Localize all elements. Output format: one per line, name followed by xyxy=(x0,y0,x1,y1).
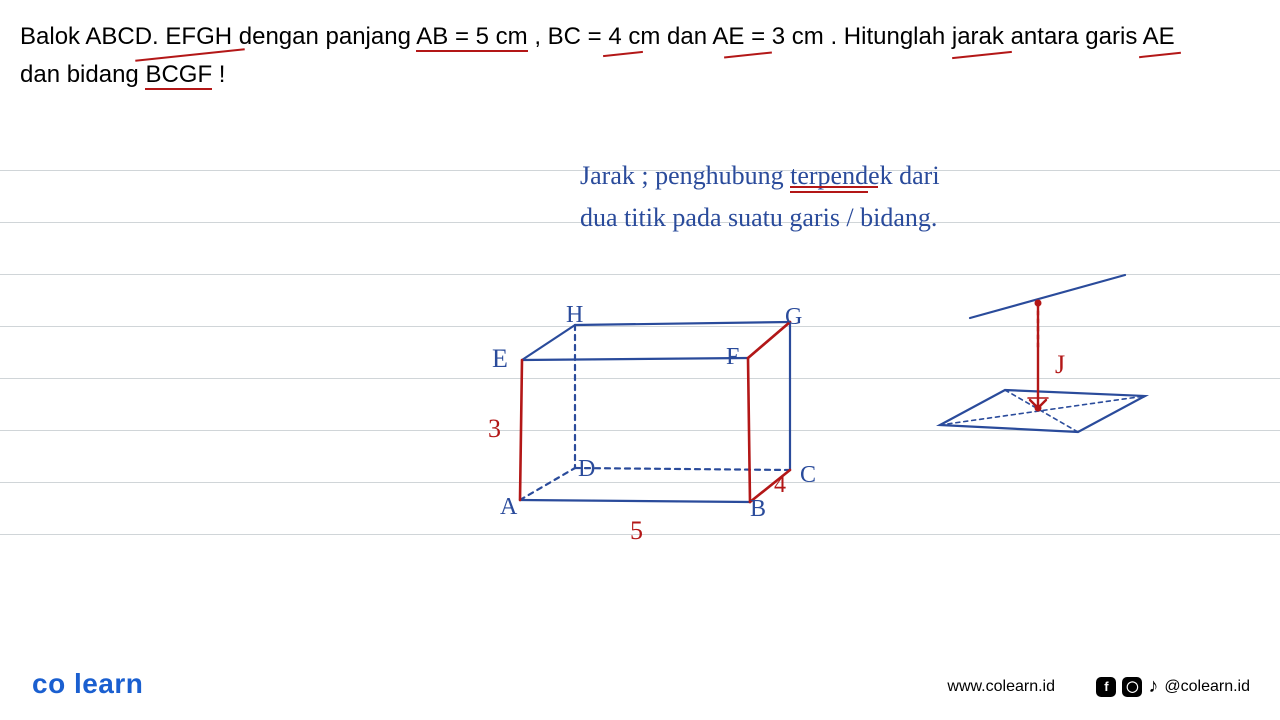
txt: , xyxy=(534,23,547,50)
txt-jarak-wrap: jarak xyxy=(952,23,1011,50)
txt-bc-wrap: BC = 4 cm xyxy=(548,23,667,50)
txt: dan xyxy=(667,23,712,50)
txt-ab: AB = 5 cm xyxy=(416,23,527,52)
hw-text: dari xyxy=(893,161,940,190)
label-a: A xyxy=(500,488,517,526)
txt: ! xyxy=(219,61,226,88)
txt: jarak xyxy=(952,23,1004,50)
txt: AE xyxy=(1143,23,1175,50)
problem-line2: dan bidang BCGF ! xyxy=(20,56,1260,94)
txt: Balok ABCD. xyxy=(20,23,165,50)
label-h: H xyxy=(566,296,583,334)
handle-text: @colearn.id xyxy=(1164,678,1250,696)
problem-statement: Balok ABCD. EFGH dengan panjang AB = 5 c… xyxy=(20,18,1260,95)
txt-efgh: EFGH xyxy=(165,23,238,50)
label-e: E xyxy=(492,338,508,380)
hw-line1: Jarak ; penghubung terpendek dari xyxy=(580,155,1240,197)
label-d: D xyxy=(578,450,595,488)
txt: antara garis xyxy=(1011,23,1143,50)
distance-diagram: J xyxy=(910,270,1170,470)
tiktok-icon[interactable]: ♪ xyxy=(1148,675,1158,698)
dim-ae: 3 xyxy=(488,408,501,450)
txt: dan bidang xyxy=(20,61,145,88)
instagram-icon[interactable]: ◯ xyxy=(1122,677,1142,697)
facebook-icon[interactable]: f xyxy=(1096,677,1116,697)
socials: f ◯ ♪ @colearn.id xyxy=(1096,675,1250,698)
label-g: G xyxy=(785,298,802,336)
txt: BC = 4 cm xyxy=(548,23,661,50)
txt-ae-wrap: AE = 3 cm xyxy=(712,23,830,50)
label-c: C xyxy=(800,456,816,494)
txt: EFGH xyxy=(165,23,232,50)
footer: co learn www.colearn.id f ◯ ♪ @colearn.i… xyxy=(0,664,1280,704)
txt: dengan panjang xyxy=(239,23,417,50)
dim-bc: 4 xyxy=(774,466,786,504)
distance-svg xyxy=(910,270,1170,470)
hw-text: Jarak ; penghubung xyxy=(580,161,790,190)
red-underline xyxy=(790,186,878,188)
label-b: B xyxy=(750,490,766,528)
hw-under-wrap: terpendek xyxy=(790,161,893,190)
website-link[interactable]: www.colearn.id xyxy=(947,678,1055,696)
txt: AE = 3 cm xyxy=(712,23,823,50)
txt-ae2-wrap: AE xyxy=(1143,23,1175,50)
handwritten-definition: Jarak ; penghubung terpendek dari dua ti… xyxy=(580,155,1240,238)
problem-line1: Balok ABCD. EFGH dengan panjang AB = 5 c… xyxy=(20,18,1260,56)
txt-bcgf: BCGF xyxy=(145,61,212,90)
brand-logo: co learn xyxy=(32,668,143,700)
page-root: Balok ABCD. EFGH dengan panjang AB = 5 c… xyxy=(0,0,1280,720)
cuboid-diagram: A B C D E F G H 3 5 4 xyxy=(470,290,850,560)
label-j: J xyxy=(1055,344,1065,386)
dim-ab: 5 xyxy=(630,510,643,552)
label-f: F xyxy=(726,338,739,376)
hw-line2: dua titik pada suatu garis / bidang. xyxy=(580,197,1240,239)
red-underline xyxy=(790,191,868,193)
txt: . Hitunglah xyxy=(830,23,951,50)
